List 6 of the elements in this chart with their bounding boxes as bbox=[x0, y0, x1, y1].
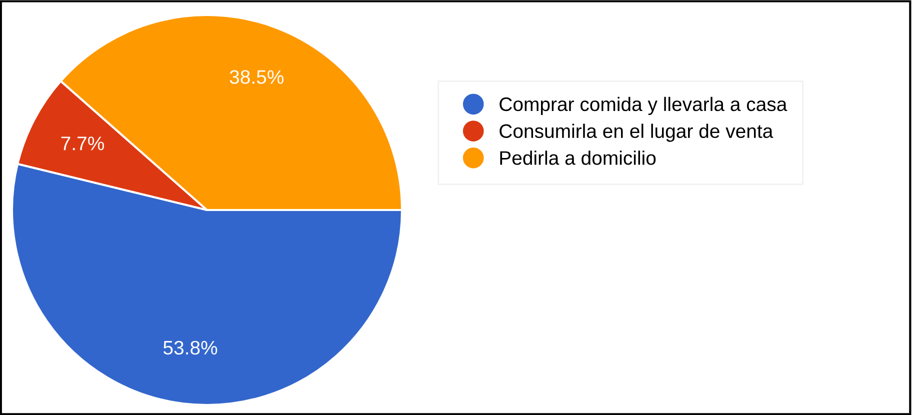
data-label: 53.8% bbox=[163, 340, 218, 355]
data-label: 38.5% bbox=[230, 70, 284, 84]
legend-label: Comprar comida y llevarla a casa bbox=[500, 96, 788, 115]
legend-label: Consumirla en el lugar de venta bbox=[500, 124, 774, 142]
legend-label: Pedirla a domicilio bbox=[500, 150, 656, 165]
data-label: 7.7% bbox=[61, 136, 104, 150]
